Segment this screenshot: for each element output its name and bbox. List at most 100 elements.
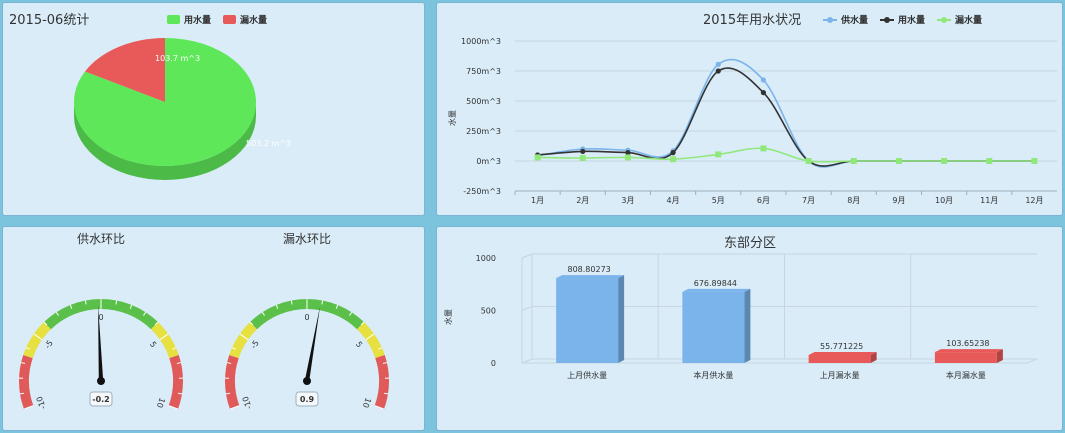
line-legend-item[interactable]: 漏水量 [937, 13, 982, 26]
line-point [670, 150, 676, 156]
line-chart: 1000m^3 750m^3 500m^3 250m^3 0m^3 -250m^3 1月 2月… [447, 37, 1057, 205]
line-legend-dot-icon [941, 16, 948, 23]
gauge-tick [69, 304, 73, 309]
line-point [715, 61, 721, 67]
bar-gridline-side [521, 253, 533, 259]
gauge-tick-label: -10 [241, 395, 254, 410]
gauge-band [19, 354, 34, 410]
line-x-tick: 2月 [576, 196, 589, 205]
gauge-pivot [97, 377, 105, 385]
gauge-tick [176, 362, 182, 364]
bar-top [934, 349, 1003, 353]
gauge-tick [55, 311, 59, 316]
line-legend-label: 供水量 [841, 16, 869, 26]
line-legend: 供水量 用水量 漏水量 [823, 13, 982, 26]
bar-category-label: 本月漏水量 [946, 370, 986, 380]
gauge-tick [335, 304, 339, 309]
gauge-tick [168, 405, 179, 410]
gauge-charts: 供水环比 -10 -5 0 5 10 -0.2 漏水环比 -10 -5 0 5 10 0.9 [19, 232, 389, 410]
gauge-needle [98, 305, 104, 382]
gauge-tick [33, 333, 43, 341]
pie-chart: 503.2 m^3 103.7 m^3 [74, 38, 291, 180]
bar [682, 291, 745, 363]
line-legend-dot-icon [884, 16, 891, 23]
line-series [537, 58, 1035, 168]
bar [934, 352, 997, 363]
bar [808, 355, 871, 363]
gauge-tick-label: 0 [98, 313, 103, 322]
line-point [715, 151, 722, 158]
gauge-band [250, 299, 364, 330]
line-legend-item[interactable]: 用水量 [880, 13, 925, 26]
line-x-tick: 1月 [531, 196, 544, 205]
line-x-tick: 7月 [802, 196, 815, 205]
line-legend-marker-icon [823, 16, 837, 23]
leak-swatch [223, 15, 237, 24]
gauge-band [151, 322, 179, 359]
bar-value-label: 55.771225 [820, 342, 863, 351]
gauge-band [44, 299, 158, 330]
line-point [534, 154, 541, 161]
gauge-value: 0.9 [300, 395, 315, 404]
line-x-tick: 11月 [980, 196, 998, 205]
bar-value-label: 808.80273 [567, 265, 610, 274]
gauge-tick [172, 347, 177, 350]
gauge-tick [349, 311, 353, 316]
pie-legend-item-usage[interactable]: 用水量 [167, 13, 211, 26]
gauge-tick [84, 300, 87, 305]
bar-top [682, 288, 751, 292]
bar-chart: 1000 500 0 水量 808.80273 上月供水量 676.89844 本月供水量 55… [443, 253, 1038, 380]
bar-category-label: 本月供水量 [693, 370, 733, 380]
line-legend-item[interactable]: 供水量 [823, 13, 868, 26]
pie-title: 2015-06统计 [9, 13, 90, 28]
gauge-tick [19, 392, 25, 395]
gauge-tick [43, 321, 48, 326]
bar-side [618, 275, 625, 363]
gauge-tick [226, 362, 232, 364]
bar-side [996, 349, 1003, 363]
line-x-tick: 10月 [935, 196, 953, 205]
gauge-band [357, 322, 385, 359]
gauge-tick [23, 405, 34, 410]
bar-y-label: 水量 [443, 309, 453, 325]
gauge-band [374, 354, 389, 410]
line-point [941, 158, 948, 164]
line-y-tick: 750m^3 [466, 67, 501, 76]
gauge-title: 供水环比 [77, 232, 125, 246]
bar-top [556, 275, 625, 279]
gauge-value-box [295, 391, 319, 407]
line-legend-dot-icon [827, 16, 833, 23]
gauge-tick-label: 0 [304, 313, 309, 322]
line-legend-marker-icon [880, 16, 895, 23]
bar-value-label: 676.89844 [694, 279, 737, 288]
gauge-tick [229, 405, 240, 410]
gauge-tick [290, 300, 293, 305]
gauge-band [168, 354, 183, 410]
line-point [805, 158, 812, 164]
usage-swatch [167, 15, 180, 24]
gauge-tick [382, 362, 388, 364]
gauge-tick [249, 321, 254, 326]
bar-category-label: 上月漏水量 [820, 370, 860, 380]
pie-panel: 2015-06统计 用水量 漏水量 503.2 m^3 103.7 m^3 [2, 2, 425, 216]
gauge-tick [129, 304, 133, 309]
bar-category-label: 上月供水量 [567, 370, 607, 380]
gauge-tick [374, 405, 385, 410]
gauge-tick-label: 10 [361, 396, 373, 409]
line-point [760, 77, 767, 83]
line-y-tick: 1000m^3 [461, 37, 501, 46]
pie-legend-item-leak[interactable]: 漏水量 [223, 13, 267, 26]
gauge-needle [304, 306, 321, 382]
bar-gridline-side [521, 358, 533, 364]
line-x-tick: 5月 [712, 196, 725, 205]
line-y-tick: -250m^3 [463, 187, 501, 196]
pie-legend-label: 用水量 [184, 16, 212, 26]
line-y-tick: 500m^3 [466, 97, 501, 106]
gauge-tick [321, 300, 324, 305]
gauge-tick [378, 347, 383, 350]
gauge-tick [177, 392, 183, 395]
gauge-tick [239, 333, 249, 341]
bar-y-tick: 500 [481, 307, 496, 316]
gauge-tick-label: -5 [249, 339, 261, 351]
bar [556, 278, 619, 363]
